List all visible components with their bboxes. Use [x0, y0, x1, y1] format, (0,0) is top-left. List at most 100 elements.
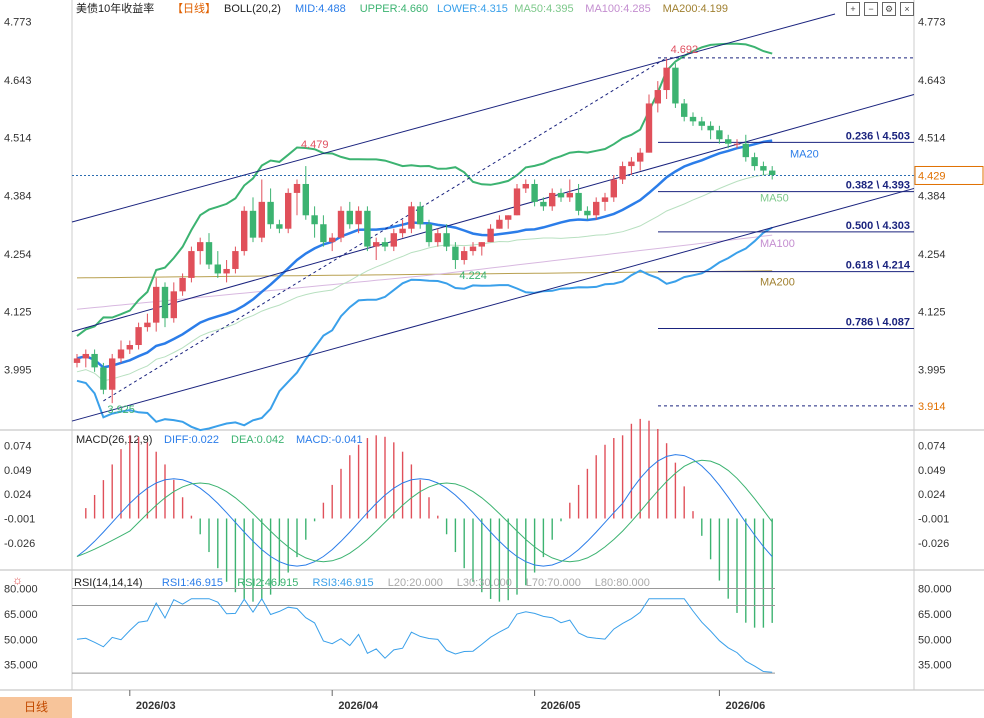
macd-tick-left: 0.024	[4, 489, 32, 501]
candle	[707, 125, 714, 131]
candle	[126, 345, 133, 350]
candle	[390, 233, 397, 247]
y-tick-label-left: 4.514	[4, 132, 32, 144]
minus-icon[interactable]: −	[864, 2, 878, 16]
candle	[293, 183, 301, 193]
rsi-header-label: L20:20.000	[388, 577, 443, 589]
header-label: 【日线】	[172, 1, 216, 15]
candle	[144, 322, 151, 328]
candle	[179, 277, 186, 292]
fib-label: 0.618 \ 4.214	[846, 260, 911, 272]
fib-label: 0.382 \ 4.393	[846, 180, 910, 192]
candle	[725, 139, 732, 144]
sun-icon: ☼	[12, 573, 23, 587]
y-tick-label-right: 4.125	[918, 306, 946, 318]
candle	[381, 242, 389, 247]
macd-tick-left: 0.074	[4, 441, 32, 453]
macd-dea-label: DEA:0.042	[231, 434, 284, 446]
macd-tick-right: 0.049	[918, 465, 946, 477]
candle	[478, 242, 485, 247]
candle	[593, 201, 600, 216]
period-button[interactable]: 日线	[0, 697, 72, 718]
channel-upper	[71, 13, 836, 223]
y-tick-label-left: 4.125	[4, 306, 32, 318]
macd-tick-right: -0.026	[918, 538, 949, 550]
channel-lower	[71, 187, 915, 422]
price-annotation: 4.692	[671, 44, 699, 56]
candle	[496, 219, 503, 229]
macd-diff-label: DIFF:0.022	[164, 434, 219, 446]
candle	[716, 130, 723, 140]
candle	[161, 286, 169, 319]
trend-dashed	[103, 57, 667, 402]
y-tick-label-left: 4.773	[4, 17, 32, 29]
candle	[285, 192, 292, 229]
header-label: BOLL(20,2)	[224, 3, 281, 15]
candle	[760, 166, 767, 171]
candle	[769, 170, 776, 176]
header-label: 美债10年收益率	[76, 1, 154, 15]
candle	[601, 197, 609, 202]
candle	[320, 224, 327, 243]
candle	[223, 268, 230, 274]
gear-icon[interactable]: ⚙	[882, 2, 896, 16]
candle	[109, 358, 116, 390]
line-label: MA50	[760, 192, 789, 204]
x-tick-label: 2026/04	[338, 700, 379, 712]
price-annotation: 4.479	[301, 139, 329, 151]
macd-tick-left: 0.049	[4, 465, 32, 477]
candle	[241, 210, 248, 252]
rsi-line	[76, 597, 773, 673]
y-tick-label-right: 4.643	[918, 75, 946, 87]
candle	[73, 358, 81, 363]
boll-lower-line	[76, 226, 773, 432]
price-annotation: 4.224	[459, 270, 487, 282]
candle	[575, 192, 582, 211]
rsi-tick-left: 50.000	[4, 634, 38, 646]
candle	[205, 242, 213, 265]
header-label: LOWER:4.315	[437, 3, 508, 15]
y-tick-label-right: 4.384	[918, 191, 946, 203]
y-tick-label-left: 4.254	[4, 249, 32, 261]
fib-label: 0.500 \ 4.303	[846, 220, 910, 232]
price-annotation: 3.925	[107, 404, 135, 416]
rsi-tick-left: 65.000	[4, 609, 38, 621]
rsi-header-label: RSI2:46.915	[237, 577, 298, 589]
candle	[364, 210, 371, 247]
rsi-header-label: RSI3:46.915	[313, 577, 374, 589]
candle	[610, 179, 617, 198]
close-icon[interactable]: ×	[900, 2, 914, 16]
header-label: UPPER:4.660	[360, 3, 428, 15]
candle	[645, 103, 653, 153]
macd-dea-line	[76, 459, 773, 563]
candle	[197, 242, 204, 252]
line-label: MA200	[760, 276, 795, 288]
price-label-box	[914, 165, 984, 185]
candle	[311, 215, 318, 225]
y-tick-label-right: 3.995	[918, 365, 946, 377]
rsi-header-label: L80:80.000	[595, 577, 650, 589]
rsi-tick-left: 80.000	[4, 584, 38, 596]
candle	[628, 161, 635, 167]
candle	[153, 286, 160, 323]
y-tick-label-left: 4.384	[4, 191, 32, 203]
price-label: 4.429	[918, 170, 946, 182]
candle	[302, 183, 309, 216]
candle	[329, 237, 336, 243]
macd-tick-left: -0.026	[4, 538, 35, 550]
candle	[557, 192, 565, 198]
add-icon[interactable]: +	[846, 2, 860, 16]
candle	[408, 206, 415, 229]
candle	[522, 183, 529, 189]
candle	[100, 367, 107, 390]
candle	[513, 188, 521, 216]
candle	[276, 224, 283, 229]
fib-label: 0.236 \ 4.503	[846, 130, 910, 142]
line-label: MA100	[760, 238, 795, 250]
candle	[540, 201, 547, 207]
macd-diff-line	[76, 454, 773, 567]
candle	[443, 233, 450, 247]
candle	[346, 210, 353, 225]
candle	[82, 353, 89, 359]
